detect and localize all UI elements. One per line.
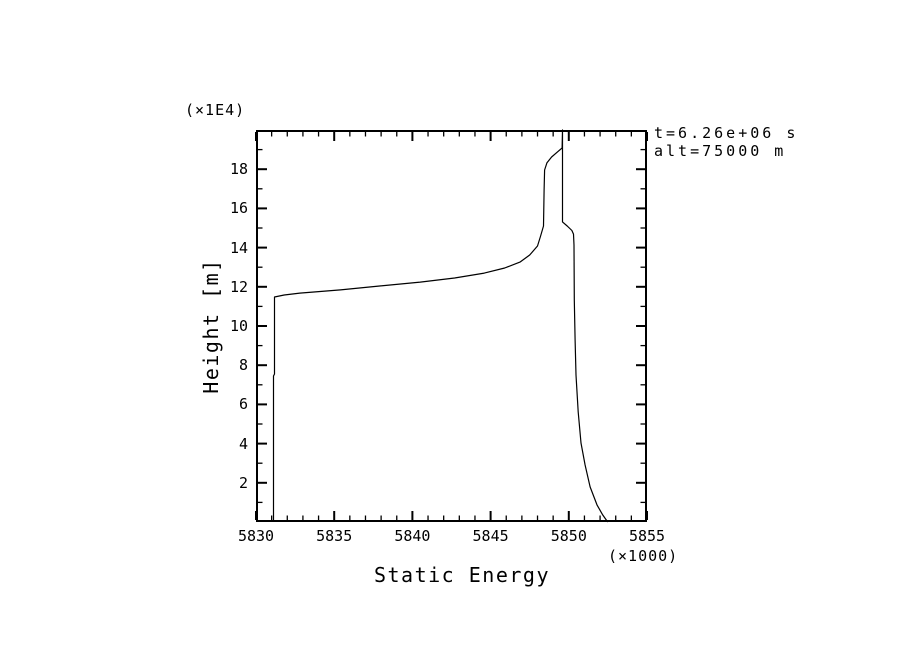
x-tick-label: 5855 xyxy=(628,527,666,545)
x-tick-label: 5835 xyxy=(316,527,353,545)
x-tick-label: 5830 xyxy=(237,527,275,545)
static-energy-profile xyxy=(272,129,609,523)
x-tick-label: 5850 xyxy=(550,527,587,545)
y-tick-label: 12 xyxy=(229,277,248,296)
annotation-block: t=6.26e+06 s alt=75000 m xyxy=(654,124,798,160)
y-tick-label: 18 xyxy=(229,160,248,179)
y-axis-multiplier: (×1E4) xyxy=(185,101,246,119)
annotation-altitude: alt=75000 m xyxy=(654,142,787,160)
x-tick-label: 5840 xyxy=(394,527,431,545)
axis-frame xyxy=(256,130,647,522)
x-axis-title: Static Energy xyxy=(373,563,551,587)
y-tick-label: 2 xyxy=(238,473,248,492)
y-tick-label: 14 xyxy=(229,238,248,257)
y-tick-label: 16 xyxy=(229,199,248,218)
x-axis-multiplier: (×1000) xyxy=(608,547,679,565)
x-tick-label: 5845 xyxy=(472,527,509,545)
y-tick-label: 4 xyxy=(238,434,248,453)
y-tick-label: 10 xyxy=(229,317,248,335)
y-tick-label: 6 xyxy=(238,395,248,414)
annotation-time: t=6.26e+06 s xyxy=(654,124,799,142)
y-tick-label: 8 xyxy=(238,356,248,375)
